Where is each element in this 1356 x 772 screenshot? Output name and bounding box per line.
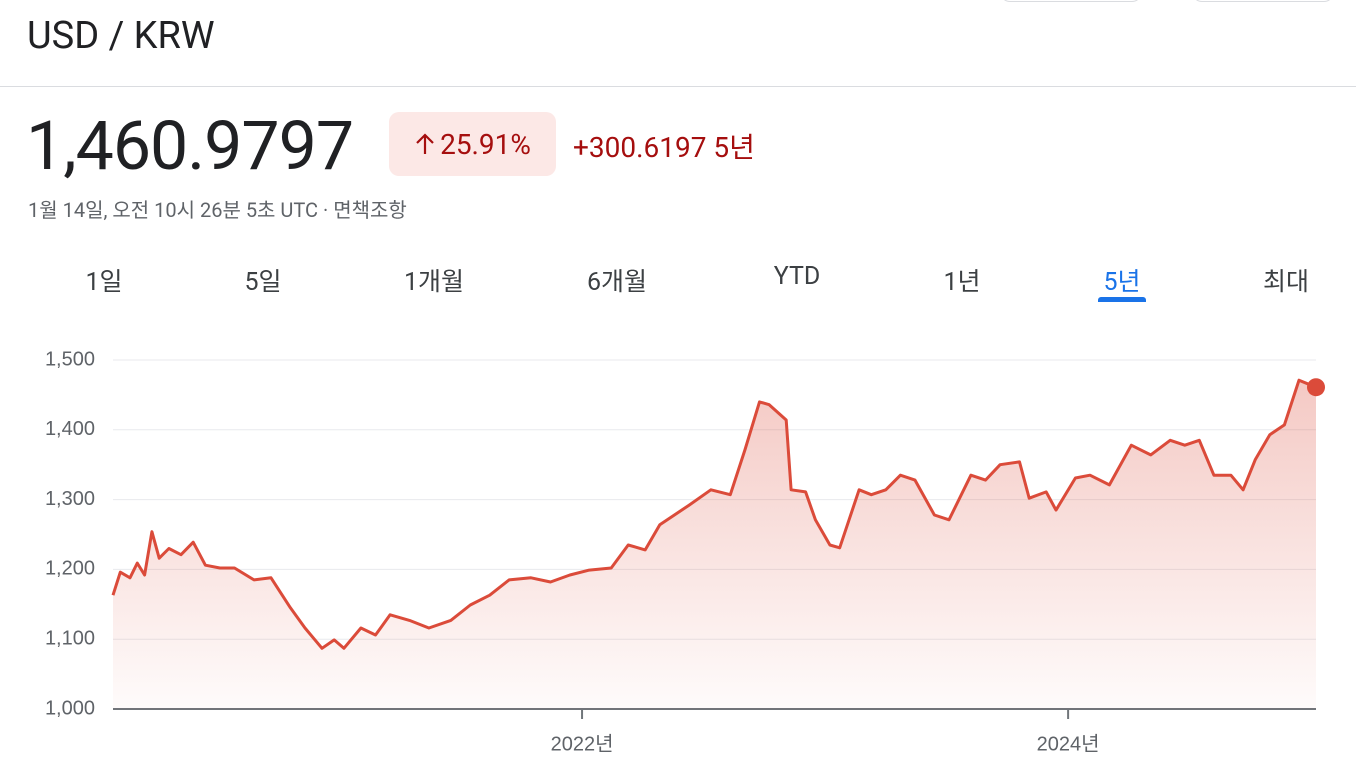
title: USD / KRW bbox=[27, 14, 215, 58]
y-tick-label: 1,300 bbox=[45, 488, 95, 510]
tab[interactable]: 5일 bbox=[244, 268, 282, 297]
y-tick-label: 1,400 bbox=[45, 418, 95, 440]
change-value: +300.6197 bbox=[573, 131, 707, 164]
up-arrow bbox=[416, 133, 434, 154]
tab[interactable]: 1년 bbox=[943, 268, 981, 297]
change-badge: 25.91% bbox=[389, 112, 556, 176]
y-tick-label: 1,000 bbox=[45, 697, 95, 719]
area bbox=[113, 380, 1316, 709]
top-button[interactable] bbox=[1192, 0, 1334, 2]
change-percent: 25.91% bbox=[440, 127, 531, 161]
tab-underline bbox=[1098, 297, 1146, 302]
tab[interactable]: 1일 bbox=[85, 268, 123, 297]
period: 5년 bbox=[713, 131, 755, 164]
price: 1,460.9797 bbox=[26, 106, 354, 186]
change: +300.6197 5년 bbox=[573, 126, 755, 166]
y-tick-label: 1,100 bbox=[45, 627, 95, 649]
y-tick-label: 1,500 bbox=[45, 348, 95, 370]
tab[interactable]: 최대 bbox=[1262, 268, 1310, 297]
timestamp: 1월 14일, 오전 10시 26분 5초 UTC · 면책조항 bbox=[28, 198, 407, 222]
line bbox=[111, 378, 1317, 650]
tab[interactable]: YTD bbox=[773, 262, 821, 291]
tab[interactable]: 5년 bbox=[1103, 268, 1141, 297]
divider bbox=[0, 86, 1356, 87]
y-tick-label: 1,200 bbox=[45, 558, 95, 580]
top-button[interactable] bbox=[1000, 0, 1142, 2]
end-point bbox=[1307, 378, 1325, 397]
tab[interactable]: 6개월 bbox=[586, 268, 648, 297]
tab[interactable]: 1개월 bbox=[403, 268, 465, 297]
x-tick-label: 2022년 bbox=[551, 732, 614, 755]
x-tick-label: 2024년 bbox=[1037, 732, 1100, 755]
